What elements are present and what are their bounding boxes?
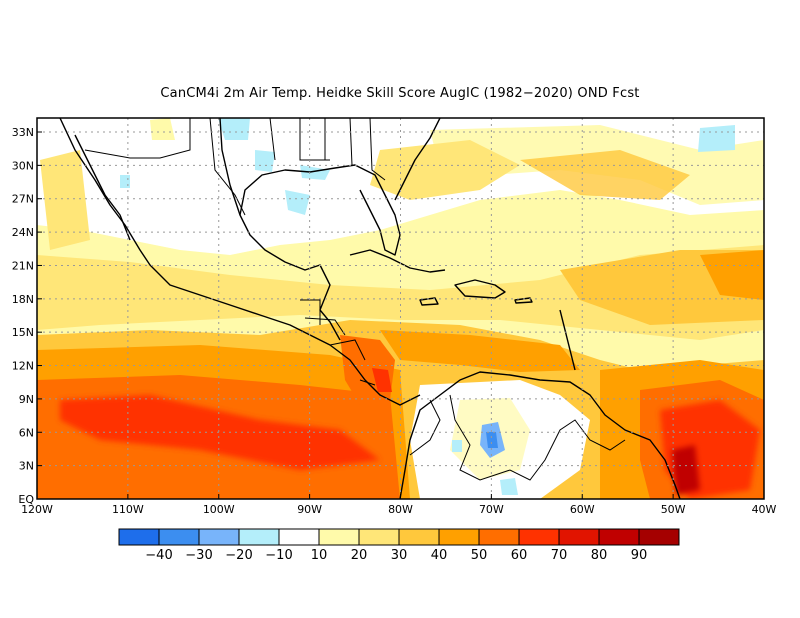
lat-label: 12N xyxy=(12,360,34,373)
lon-label: 110W xyxy=(112,503,144,516)
baja-california xyxy=(74,134,131,241)
colorbar-label: 40 xyxy=(431,548,448,563)
colorbar-swatch xyxy=(478,528,520,546)
lat-label: 3N xyxy=(19,460,34,473)
gridlines xyxy=(37,118,764,499)
colorbar-label: −10 xyxy=(265,548,292,563)
antilles-arc xyxy=(559,309,576,371)
colorbar-label: 70 xyxy=(551,548,568,563)
colorbar-swatch xyxy=(398,528,440,546)
lat-label: 6N xyxy=(19,426,34,439)
lon-label: 120W xyxy=(21,503,53,516)
lat-label: 24N xyxy=(12,226,34,239)
colorbar-swatch xyxy=(118,528,160,546)
colorbar-label: 30 xyxy=(391,548,408,563)
lon-label: 50W xyxy=(661,503,686,516)
colorbar-swatch xyxy=(358,528,400,546)
colorbar-swatch xyxy=(318,528,360,546)
mexico-central-america-coast xyxy=(59,118,421,406)
colorbar-label: 50 xyxy=(471,548,488,563)
colorbar-labels: −40 −30 −20 −10 10 20 30 40 50 60 70 80 90 xyxy=(145,548,647,563)
lat-label: 9N xyxy=(19,393,34,406)
colorbar-swatch xyxy=(558,528,600,546)
lon-label: 60W xyxy=(570,503,595,516)
us-east-coast xyxy=(394,118,441,201)
lat-label: 21N xyxy=(12,259,34,272)
lat-label: 27N xyxy=(12,193,34,206)
colorbar-swatch xyxy=(438,528,480,546)
colorbar-swatch xyxy=(638,528,680,546)
borders xyxy=(84,118,626,481)
colorbar-label: 90 xyxy=(631,548,648,563)
lon-label: 90W xyxy=(297,503,322,516)
hispaniola xyxy=(454,279,506,299)
lat-label: 33N xyxy=(12,126,34,139)
colorbar-label: 10 xyxy=(311,548,328,563)
lat-label: 15N xyxy=(12,326,34,339)
axis-ticks xyxy=(36,131,765,500)
colorbar-label: 20 xyxy=(351,548,368,563)
us-gulf-coast xyxy=(239,164,401,256)
colorbar-swatch xyxy=(518,528,560,546)
colorbar xyxy=(118,528,680,546)
lon-label: 100W xyxy=(203,503,235,516)
colorbar-swatch xyxy=(158,528,200,546)
lon-label: 40W xyxy=(752,503,777,516)
colorbar-label: −20 xyxy=(225,548,252,563)
colorbar-swatch xyxy=(238,528,280,546)
lat-label: 30N xyxy=(12,159,34,172)
colorbar-swatch xyxy=(598,528,640,546)
latitude-labels: EQ 3N 6N 9N 12N 15N 18N 21N 24N 27N 30N 33N xyxy=(12,126,35,506)
lon-label: 70W xyxy=(479,503,504,516)
lon-label: 80W xyxy=(388,503,413,516)
colorbar-swatch xyxy=(278,528,320,546)
skill-field xyxy=(37,118,764,499)
colorbar-label: −30 xyxy=(185,548,212,563)
colorbar-label: 80 xyxy=(591,548,608,563)
lat-label: EQ xyxy=(18,493,34,506)
colorbar-swatch xyxy=(198,528,240,546)
longitude-labels: 120W 110W 100W 90W 80W 70W 60W 50W 40W xyxy=(21,503,776,516)
jamaica xyxy=(419,297,439,306)
lat-label: 18N xyxy=(12,293,34,306)
colorbar-label: −40 xyxy=(145,548,172,563)
colorbar-label: 60 xyxy=(511,548,528,563)
south-america-coast xyxy=(399,371,681,499)
map-title: CanCM4i 2m Air Temp. Heidke Skill Score … xyxy=(160,86,640,101)
